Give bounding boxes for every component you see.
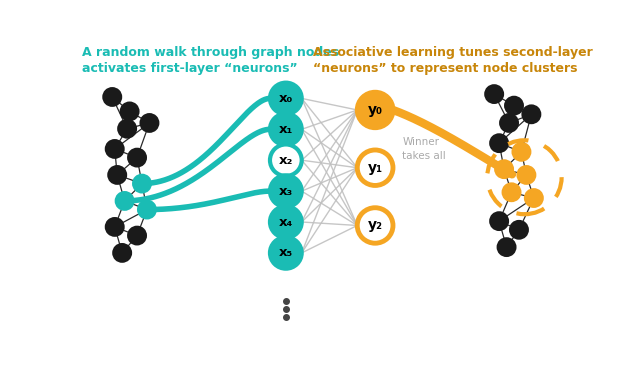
Ellipse shape [133,175,151,192]
Ellipse shape [116,192,134,210]
Text: Associative learning tunes second-layer
“neurons” to represent node clusters: Associative learning tunes second-layer … [313,46,593,75]
Ellipse shape [270,82,301,114]
Ellipse shape [490,212,508,230]
Ellipse shape [106,218,124,236]
Ellipse shape [357,150,393,186]
Ellipse shape [103,88,121,106]
Ellipse shape [495,160,513,178]
Ellipse shape [141,114,158,132]
Text: x₅: x₅ [278,246,293,259]
Ellipse shape [108,166,126,184]
Text: x₂: x₂ [278,154,293,167]
Ellipse shape [128,149,146,166]
Ellipse shape [270,176,301,207]
Text: x₄: x₄ [278,216,293,228]
Ellipse shape [128,227,146,244]
Ellipse shape [270,144,301,176]
Ellipse shape [500,114,518,132]
Ellipse shape [518,166,535,184]
Text: x₁: x₁ [278,123,293,136]
Text: Winner
takes all: Winner takes all [403,137,446,160]
Text: x₃: x₃ [278,184,293,198]
Ellipse shape [522,105,540,123]
Ellipse shape [490,134,508,152]
Ellipse shape [502,183,520,201]
Text: A random walk through graph nodes
activates first-layer “neurons”: A random walk through graph nodes activa… [83,46,340,75]
Ellipse shape [138,201,156,219]
Ellipse shape [113,244,131,262]
Text: x₀: x₀ [278,92,293,105]
Ellipse shape [270,237,301,268]
Ellipse shape [498,238,515,256]
Ellipse shape [505,97,523,114]
Ellipse shape [270,114,301,145]
Ellipse shape [270,206,301,238]
Ellipse shape [357,208,393,243]
Text: y₀: y₀ [367,103,383,117]
Ellipse shape [121,102,138,120]
Ellipse shape [510,221,528,238]
Ellipse shape [525,189,543,207]
Ellipse shape [118,120,136,138]
Text: y₁: y₁ [367,161,383,175]
Ellipse shape [357,92,393,128]
Ellipse shape [106,140,124,158]
Text: y₂: y₂ [367,219,383,232]
Ellipse shape [513,143,531,161]
Ellipse shape [485,85,503,103]
